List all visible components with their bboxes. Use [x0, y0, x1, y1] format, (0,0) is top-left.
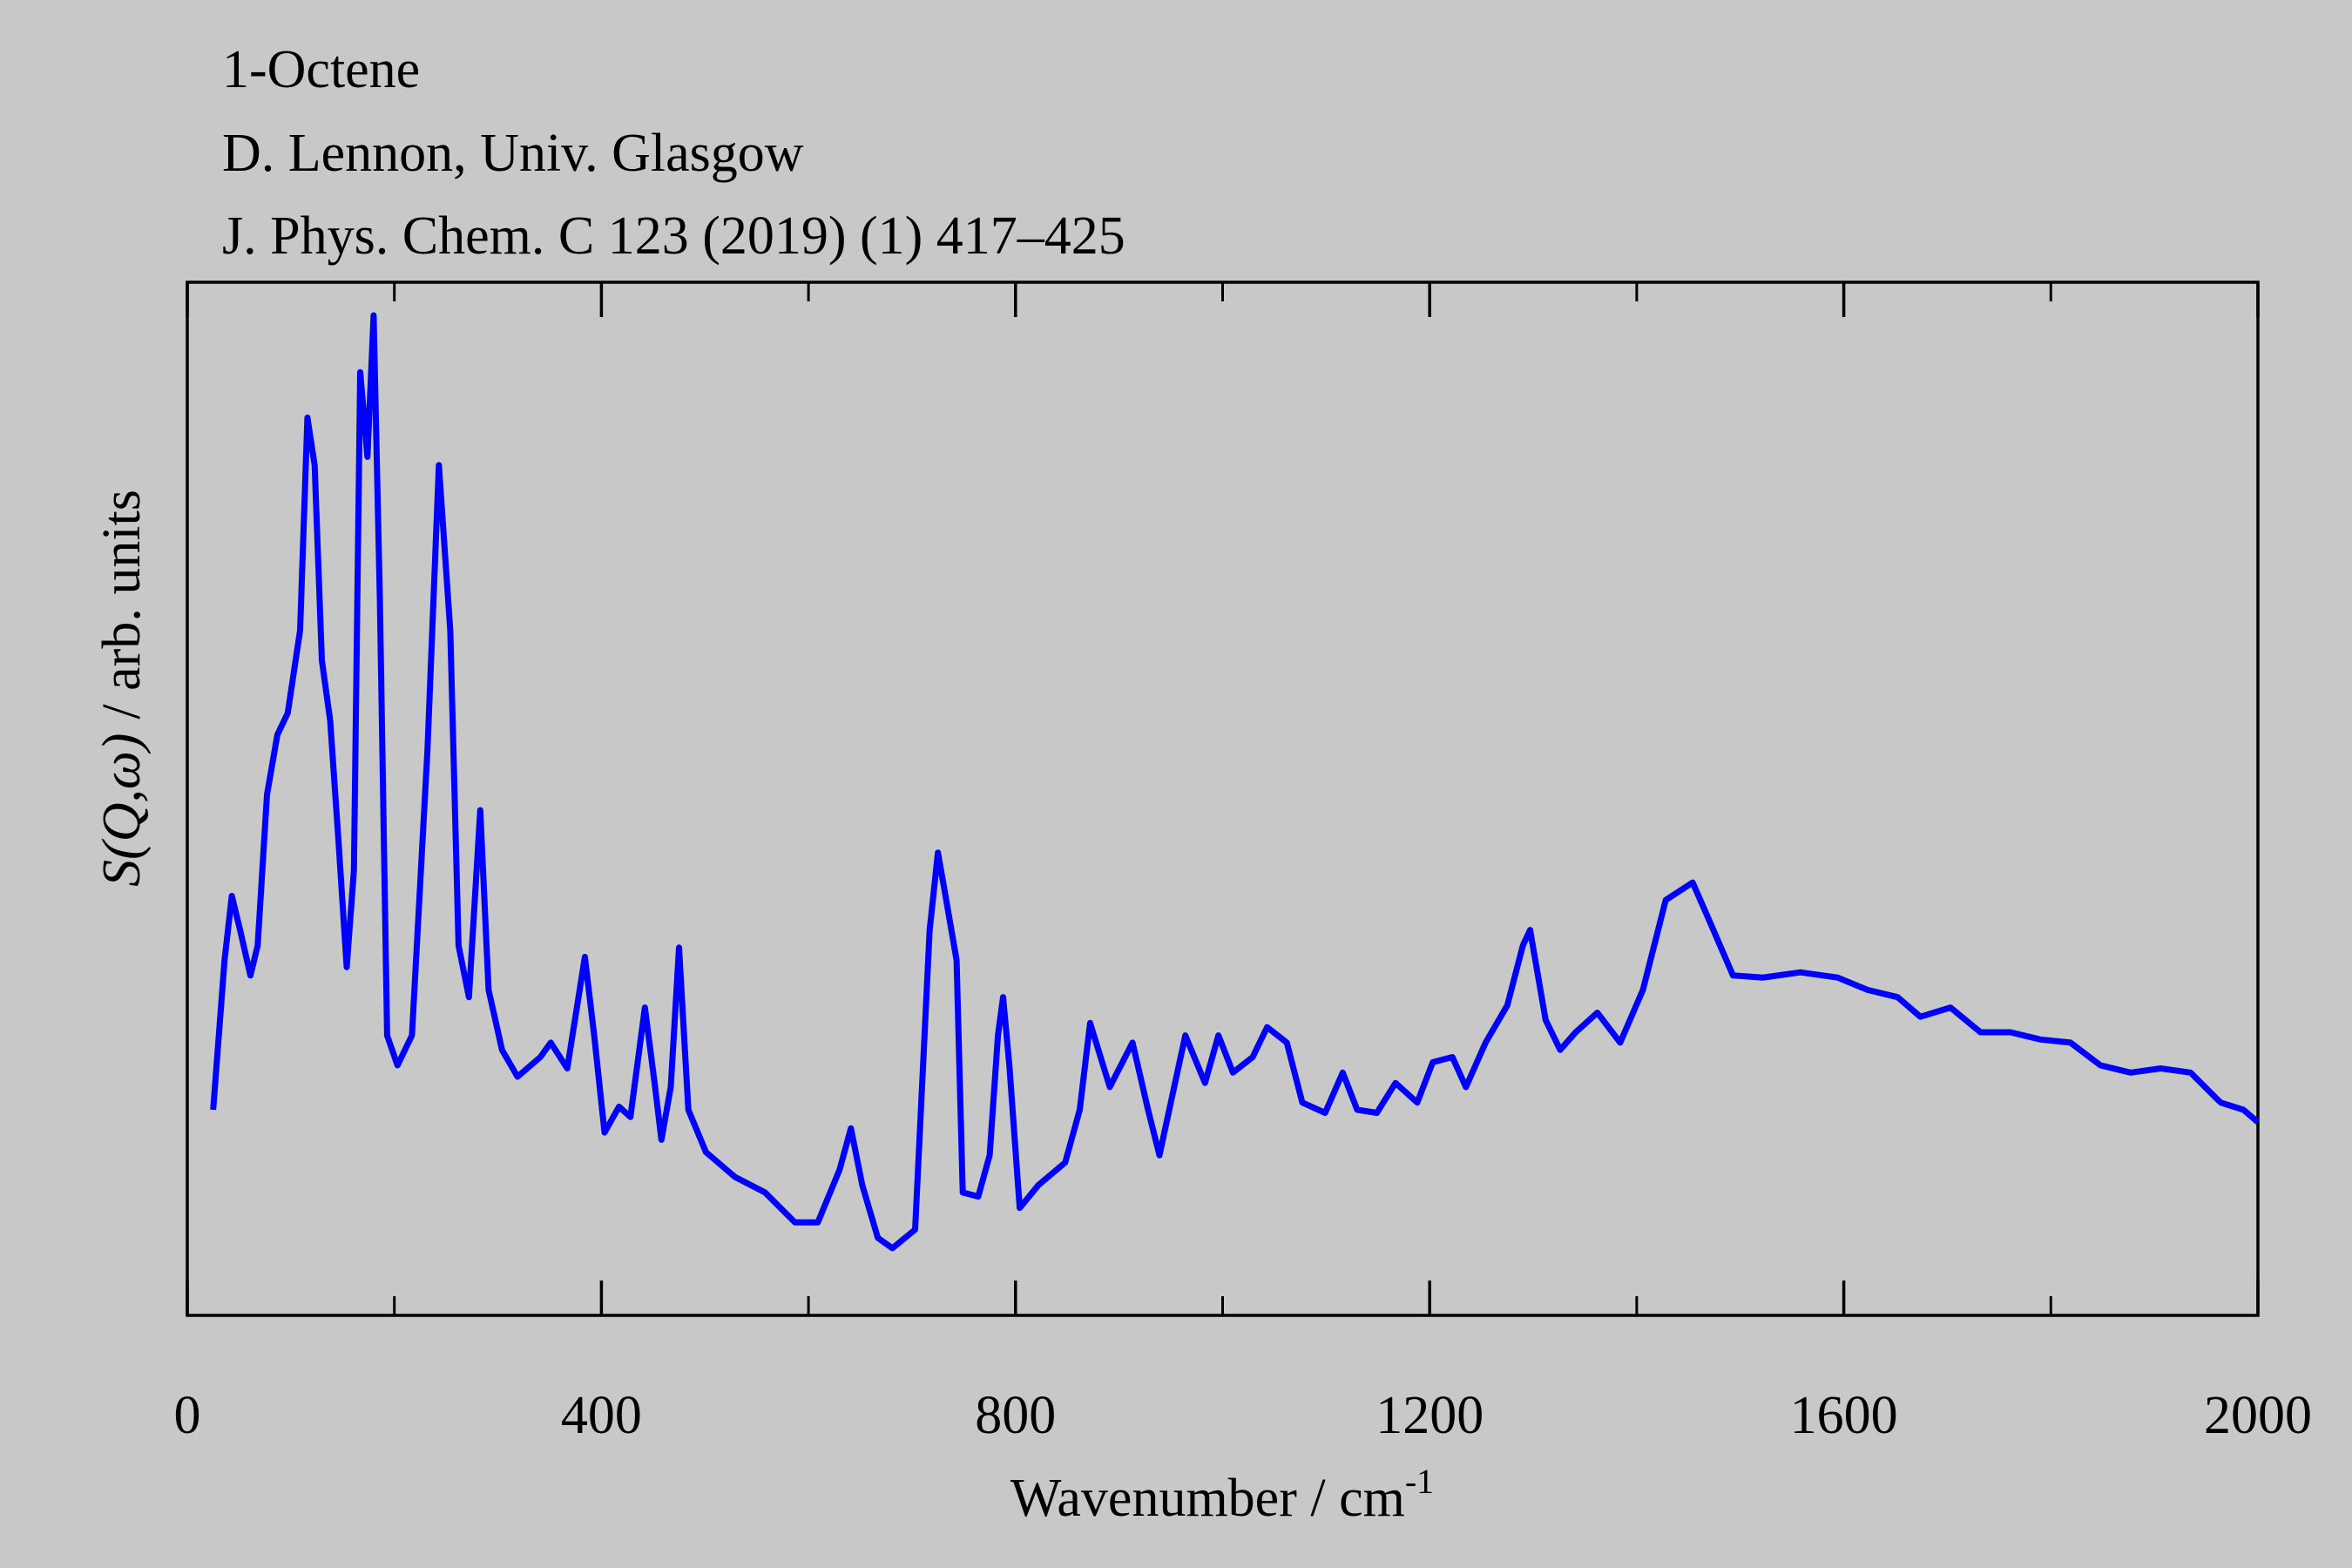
x-label-sup: -1	[1405, 1462, 1434, 1501]
y-label-italic: S(Q,ω)	[92, 733, 152, 887]
x-tick-label: 0	[174, 1386, 201, 1445]
spectrum-line	[210, 312, 2261, 1252]
plot-frame	[186, 280, 2260, 1317]
x-axis-label: Wavenumber / cm-1	[1010, 1462, 1434, 1528]
y-label-text: / arb. units	[92, 490, 152, 719]
chart-subtitle: J. Phys. Chem. C 123 (2019) (1) 417–425	[222, 206, 1125, 266]
x-tick-label: 1600	[1790, 1386, 1898, 1445]
chart-title: 1-Octene	[222, 40, 420, 99]
x-tick-label: 1200	[1375, 1386, 1484, 1445]
y-axis-label: S(Q,ω) / arb. units	[92, 490, 152, 887]
chart-subtitle: D. Lennon, Univ. Glasgow	[222, 124, 804, 183]
x-tick-label: 2000	[2204, 1386, 2312, 1445]
x-tick-label: 400	[561, 1386, 642, 1445]
x-tick-label: 800	[975, 1386, 1056, 1445]
x-label-text: Wavenumber / cm	[1010, 1469, 1405, 1528]
